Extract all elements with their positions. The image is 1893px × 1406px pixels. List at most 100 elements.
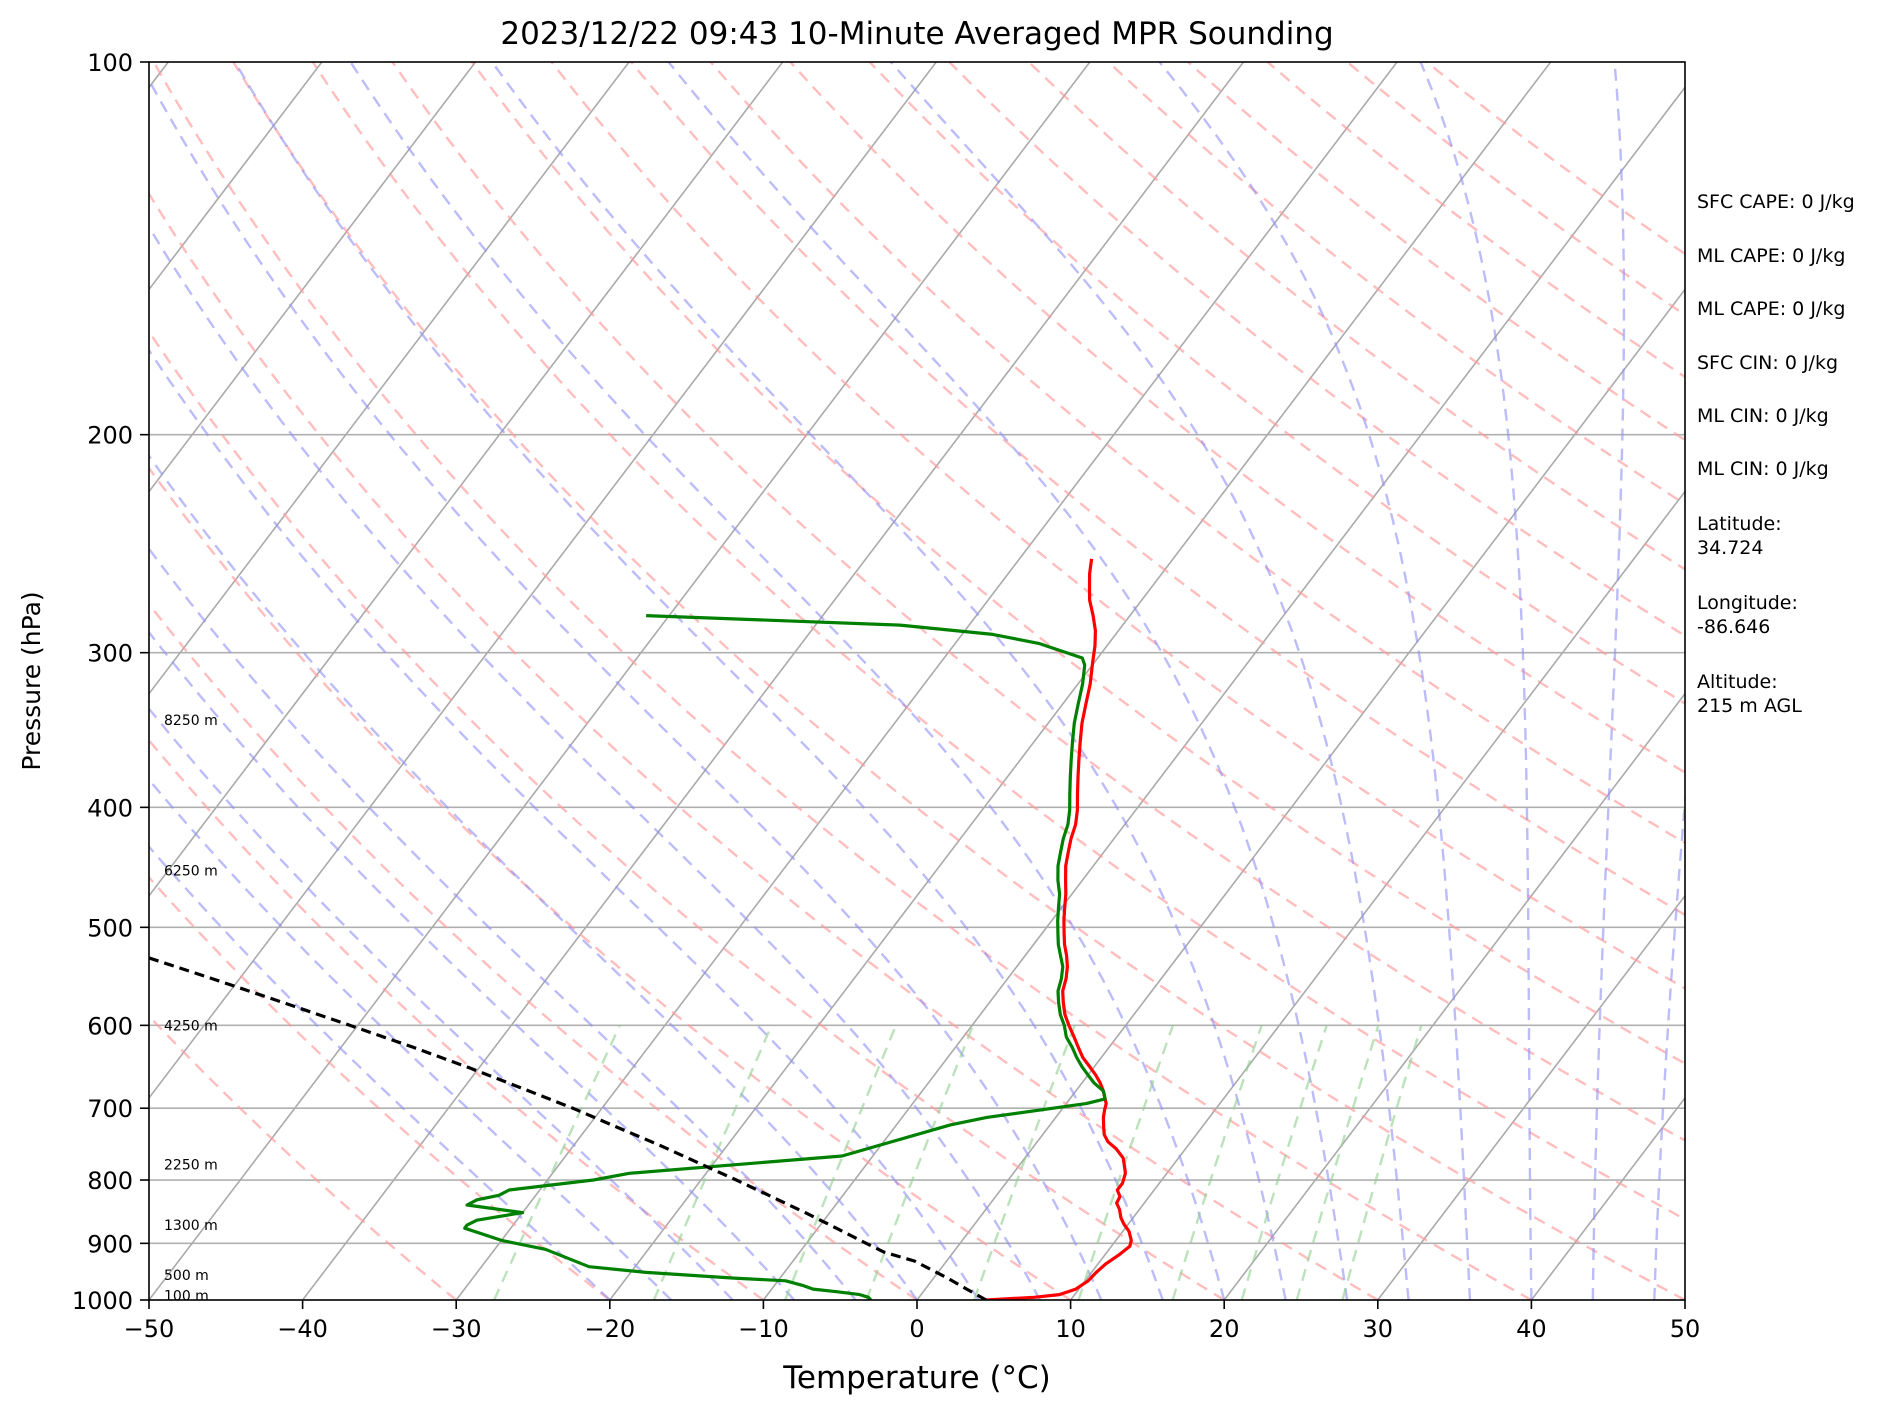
isotherm-line: [609, 62, 1552, 1300]
isotherm-line: [1377, 894, 1685, 1300]
dry-adiabat-line: [391, 62, 1685, 1142]
x-tick-label: 10: [1055, 1315, 1086, 1343]
height-label: 8250 m: [164, 713, 218, 729]
isotherm-line: [149, 62, 937, 1100]
parcel-profile-line: [149, 956, 987, 1300]
y-tick-label: 100: [87, 49, 133, 77]
x-tick-label: −40: [277, 1315, 328, 1343]
mixing-ratio-line: [493, 1024, 621, 1300]
mixing-ratio-line: [1171, 1025, 1263, 1300]
height-label: 6250 m: [164, 864, 218, 880]
y-tick-label: 700: [87, 1095, 133, 1123]
dewpoint-line: [463, 614, 1107, 1300]
stat-ml-cin-2: ML CIN: 0 J/kg: [1697, 458, 1829, 480]
stat-longitude: Longitude: -86.646: [1697, 592, 1798, 638]
dry-adiabat-line: [149, 1014, 457, 1300]
isotherm-line: [149, 62, 477, 493]
x-tick-label: 20: [1209, 1315, 1240, 1343]
isotherm-line: [762, 86, 1685, 1300]
stat-altitude: Altitude: 215 m AGL: [1697, 671, 1802, 717]
x-tick-label: 30: [1363, 1315, 1394, 1343]
isotherm-line: [149, 62, 323, 291]
x-tick-label: −50: [124, 1315, 175, 1343]
dry-adiabat-line: [149, 191, 1379, 1300]
isotherm-line: [149, 62, 630, 696]
plot-frame: [148, 61, 1686, 1301]
moist-adiabat-line: [889, 62, 1410, 1300]
x-tick-label: 40: [1516, 1315, 1547, 1343]
moist-adiabat-line: [149, 706, 734, 1300]
isotherm-line: [1223, 692, 1685, 1300]
y-tick-label: 200: [87, 422, 133, 450]
dry-adiabat-line: [1027, 62, 1685, 571]
stat-ml-cin: ML CIN: 0 J/kg: [1697, 405, 1829, 427]
stat-ml-cape: ML CAPE: 0 J/kg: [1697, 245, 1846, 267]
height-label: 2250 m: [164, 1157, 218, 1173]
moist-adiabat-line: [667, 62, 1349, 1300]
isotherm-line: [149, 62, 784, 898]
moist-adiabat-line: [1653, 789, 1685, 1300]
y-tick-label: 800: [87, 1167, 133, 1195]
y-tick-label: 900: [87, 1230, 133, 1258]
dry-adiabat-line: [630, 62, 1685, 917]
x-axis-label: Temperature (°C): [782, 1360, 1051, 1396]
mixing-ratio-line: [973, 1024, 1076, 1300]
x-tick-label: −30: [431, 1315, 482, 1343]
moist-adiabat-line: [1419, 62, 1533, 1300]
dry-adiabat-line: [550, 62, 1685, 990]
background-lines: [0, 62, 1685, 1300]
height-label: 4250 m: [164, 1018, 218, 1034]
moist-adiabat-line: [149, 77, 1103, 1300]
dry-adiabat-line: [470, 62, 1685, 1065]
isotherm-line: [0, 62, 15, 1300]
moist-adiabat-line: [233, 62, 1164, 1300]
dry-adiabat-line: [311, 62, 1685, 1221]
y-tick-label: 400: [87, 794, 133, 822]
mixing-ratio-line: [1240, 1025, 1328, 1300]
mixing-ratio-line: [865, 1024, 975, 1300]
dry-adiabat-line: [868, 62, 1685, 705]
x-tick-label: 50: [1670, 1315, 1701, 1343]
moist-adiabat-line: [1591, 62, 1626, 1300]
height-label: 1300 m: [164, 1218, 218, 1234]
dry-adiabat-line: [149, 602, 918, 1300]
moist-adiabat-line: [149, 546, 857, 1300]
mixing-ratio-line: [1341, 1025, 1423, 1300]
moist-adiabat-line: [149, 348, 980, 1300]
isotherm-line: [149, 62, 1091, 1300]
y-tick-label: 300: [87, 640, 133, 668]
isotherm-line: [455, 62, 1398, 1300]
height-labels: 100 m 500 m 1300 m 2250 m 4250 m 6250 m 8250 m: [164, 713, 218, 1305]
axis-ticks: −50 −40 −30 −20 −10 0 10 20 30 40 50 100 200 300 400 50…: [72, 49, 1700, 1343]
stat-ml-cape-2: ML CAPE: 0 J/kg: [1697, 298, 1846, 320]
height-label: 500 m: [164, 1268, 209, 1284]
y-axis-label: Pressure (hPa): [17, 591, 46, 770]
y-tick-label: 1000: [72, 1287, 133, 1315]
dry-adiabat-line: [232, 62, 1685, 1300]
series-lines: [149, 558, 1133, 1300]
moist-adiabat-line: [149, 225, 1041, 1300]
dry-adiabat-line: [152, 62, 1532, 1300]
y-tick-label: 500: [87, 914, 133, 942]
mixing-ratio-line: [1077, 1024, 1175, 1300]
dry-adiabat-line: [948, 62, 1685, 638]
x-tick-label: −10: [738, 1315, 789, 1343]
mixing-ratio-line: [1295, 1025, 1380, 1300]
moist-adiabat-line: [1158, 62, 1472, 1300]
x-tick-label: −20: [584, 1315, 635, 1343]
mixing-ratio-line: [784, 1024, 898, 1300]
stat-latitude: Latitude: 34.724: [1697, 513, 1782, 559]
dry-adiabat-line: [149, 329, 1225, 1300]
isotherm-line: [1069, 490, 1685, 1300]
temperature-line: [986, 558, 1133, 1300]
isotherm-line: [301, 62, 1245, 1300]
dry-adiabat-line: [149, 875, 611, 1300]
moist-adiabat-line: [349, 62, 1226, 1300]
dry-adiabat-line: [149, 466, 1072, 1300]
chart-title: 2023/12/22 09:43 10-Minute Averaged MPR …: [500, 16, 1333, 52]
moist-adiabat-line: [149, 453, 918, 1300]
stat-sfc-cape: SFC CAPE: 0 J/kg: [1697, 191, 1855, 213]
stat-sfc-cin: SFC CIN: 0 J/kg: [1697, 352, 1839, 374]
height-label: 100 m: [164, 1289, 209, 1305]
